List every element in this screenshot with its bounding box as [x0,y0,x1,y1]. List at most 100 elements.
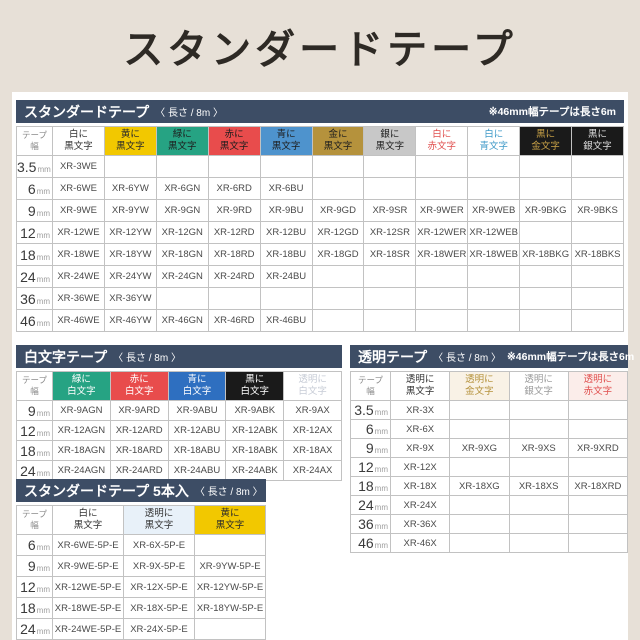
tape-width-cell: 6mm [350,419,391,439]
column-header: 銀に 黒文字 [363,126,417,156]
tape-width-number: 3.5 [17,158,37,175]
product-code-cell: XR-6X [389,419,451,439]
product-code-cell: XR-12WE-5P-E [52,576,124,598]
table-row: 24mm XR-24AGN XR-24ARD XR-24ABU XR-24ABK XR-2… [16,460,342,481]
product-code-cell: XR-12YW-5P-E [194,576,266,598]
column-header: 青に 黒文字 [259,126,313,156]
empty-cell [155,287,209,310]
product-code-cell: XR-9X-5P-E [123,555,195,577]
tape-width-number: 46 [20,312,36,329]
tape-width-cell: 9mm [16,555,53,577]
product-code-cell: XR-18XG [449,476,510,496]
product-code-cell: XR-9WER [415,199,469,222]
product-code-cell: XR-18YW-5P-E [194,597,266,619]
empty-cell [415,155,469,178]
product-code-cell: XR-9GD [311,199,365,222]
empty-cell [449,514,510,534]
empty-cell [363,177,417,200]
table-length-note: 〈 長さ / 8m 〉 [433,353,501,364]
empty-cell [415,309,469,332]
empty-cell [519,287,573,310]
tape-width-unit: mm [36,318,50,328]
product-code-cell: XR-36YW [103,287,157,310]
product-code-cell: XR-18XS [508,476,569,496]
tape-width-unit: mm [36,428,50,438]
header-row: テープ 幅白に 黒文字 透明に 黒文字 黄に 黒文字 [16,505,266,535]
product-code-cell: XR-24RD [207,265,261,288]
tape-width-unit: mm [374,541,388,550]
table-row: 6mm XR-6WE-5P-E XR-6X-5P-E [16,534,266,556]
tape-width-number: 36 [358,516,374,532]
column-header: 緑に 黒文字 [155,126,209,156]
product-code-cell: XR-18X [389,476,451,496]
product-code-cell: XR-9WE-5P-E [52,555,124,577]
table-side-note: ※46mm幅テープは長さ6m [506,351,635,363]
product-code-cell: XR-18BKG [519,243,573,266]
tape-width-number: 18 [20,246,36,263]
product-code-cell: XR-9YW [103,199,157,222]
empty-cell [311,155,365,178]
product-code-cell: XR-6X-5P-E [123,534,195,556]
product-code-cell: XR-46WE [52,309,105,332]
tape-width-cell: 12mm [16,420,53,441]
tape-width-cell: 24mm [16,618,53,640]
empty-cell [194,534,266,556]
table-side-note: ※46mm幅テープは長さ6m [488,106,616,118]
tape-width-cell: 24mm [350,495,391,515]
product-code-cell: XR-18ARD [109,440,169,461]
column-header: 白に 黒文字 [52,505,124,535]
product-code-cell: XR-18BKS [571,243,624,266]
empty-cell [467,287,521,310]
empty-cell [508,495,569,515]
empty-cell [519,309,573,332]
tape-width-cell: 18mm [16,440,53,461]
empty-cell [449,457,510,477]
white-text-tape-title-bar: 白文字テープ 〈 長さ / 8m 〉 [16,345,342,368]
empty-cell [467,155,521,178]
product-code-cell: XR-12WEB [467,221,521,244]
tape-width-unit: mm [36,408,50,418]
product-code-cell: XR-9BKS [571,199,624,222]
product-code-cell: XR-36WE [52,287,105,310]
column-header: 透明に 赤文字 [567,371,629,401]
empty-cell [467,309,521,332]
column-header: 白に 青文字 [467,126,521,156]
tape-width-number: 12 [358,459,374,475]
tape-width-unit: mm [36,585,50,594]
column-header: 透明に 白文字 [283,371,342,401]
empty-cell [508,400,569,420]
product-code-cell: XR-24AGN [52,460,111,481]
product-code-cell: XR-12ARD [109,420,169,441]
table-row: 24mm XR-24WE XR-24YW XR-24GN XR-24RD XR-24BU [16,265,624,288]
empty-cell [207,155,261,178]
tape-width-number: 3.5 [354,402,374,418]
standard-tape-title-bar: スタンダードテープ 〈 長さ / 8m 〉 ※46mm幅テープは長さ6m [16,100,624,123]
table-row: 36mm XR-36WE XR-36YW [16,287,624,310]
tape-width-number: 24 [20,462,36,479]
tape-width-number: 24 [358,497,374,513]
tape-width-cell: 3.5mm [350,400,391,420]
empty-cell [519,177,573,200]
empty-cell [519,265,573,288]
empty-cell [567,419,629,439]
tape-width-number: 9 [27,558,36,574]
product-code-cell: XR-46X [389,533,451,553]
tape-width-number: 18 [358,478,374,494]
tape-width-unit: mm [36,606,50,615]
tape-width-number: 12 [20,224,36,241]
standard-tape-5pack-section: スタンダードテープ 5本入 〈 長さ / 8m 〉 テープ 幅白に 黒文字 透明に… [16,479,266,640]
tape-width-cell: 18mm [16,243,53,266]
product-code-cell: XR-18GD [311,243,365,266]
tape-width-number: 9 [365,440,374,456]
table-row: 3.5mm XR-3X [350,400,629,420]
product-code-cell: XR-12AX [283,420,342,441]
empty-cell [519,155,573,178]
tape-width-cell: 46mm [16,309,53,332]
product-code-cell: XR-24AX [283,460,342,481]
tape-width-cell: 46mm [350,533,391,553]
product-code-cell: XR-12WE [52,221,105,244]
empty-cell [207,287,261,310]
empty-cell [311,287,365,310]
table-row: 18mm XR-18X XR-18XG XR-18XS XR-18XRD [350,476,629,496]
standard-tape-section: スタンダードテープ 〈 長さ / 8m 〉 ※46mm幅テープは長さ6m テープ… [16,100,624,332]
